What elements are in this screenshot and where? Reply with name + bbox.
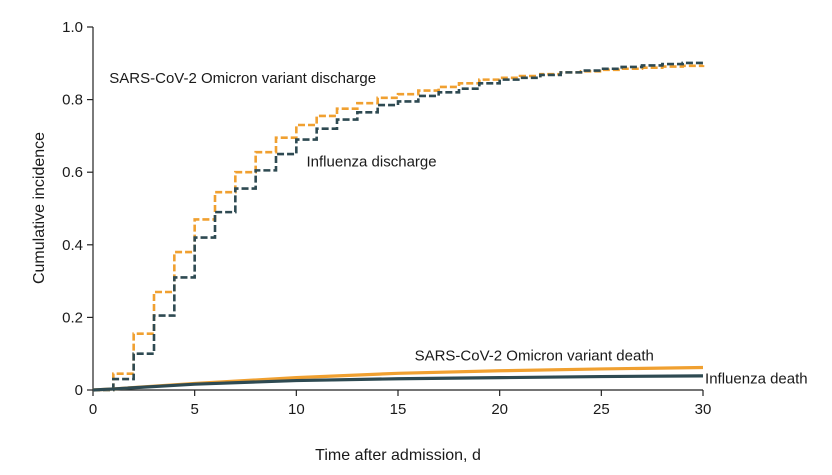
x-tick-label: 20 — [491, 401, 508, 418]
y-tick-label: 0.8 — [62, 92, 83, 109]
series-label-1: SARS-CoV-2 Omicron variant discharge — [109, 70, 376, 87]
series-layer — [92, 61, 705, 392]
y-tick-label: 1.0 — [62, 19, 83, 36]
series-line-2 — [93, 61, 705, 392]
series-label-4: Influenza death — [705, 370, 808, 387]
x-tick-label: 25 — [593, 401, 610, 418]
x-tick-label: 30 — [695, 401, 712, 418]
series-label-3: SARS-CoV-2 Omicron variant death — [415, 348, 654, 365]
x-tick-label: 5 — [190, 401, 198, 418]
annotation-layer: SARS-CoV-2 Omicron variant discharge Infl… — [109, 70, 807, 388]
series-label-2: Influenza discharge — [307, 153, 437, 170]
y-axis: 0 0.2 0.4 0.6 0.8 1.0 — [62, 19, 94, 399]
x-tick-label: 10 — [288, 401, 305, 418]
y-tick-label: 0.4 — [62, 237, 83, 254]
x-tick-label: 0 — [89, 401, 97, 418]
x-axis: 0 5 10 15 20 25 30 — [89, 389, 712, 418]
series-line-4 — [92, 374, 704, 392]
y-tick-label: 0.2 — [62, 309, 83, 326]
x-axis-title: Time after admission, d — [315, 447, 481, 464]
y-tick-label: 0 — [75, 382, 83, 399]
y-axis-title: Cumulative incidence — [31, 132, 48, 284]
x-tick-label: 15 — [390, 401, 407, 418]
series-line-1 — [93, 64, 705, 392]
y-tick-label: 0.6 — [62, 164, 83, 181]
